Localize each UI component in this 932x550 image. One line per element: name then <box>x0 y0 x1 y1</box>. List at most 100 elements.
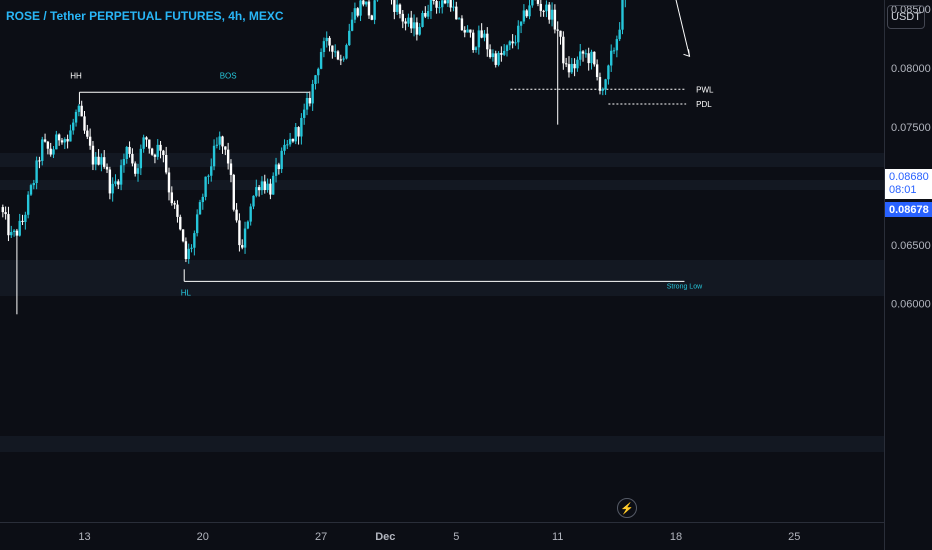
candle-body <box>170 192 174 204</box>
candle-body <box>303 109 306 118</box>
price-tick-label: 0.06500 <box>891 240 931 252</box>
candle-body <box>494 53 497 65</box>
candle-body <box>103 157 106 167</box>
candle-body <box>500 52 503 55</box>
candle-body <box>148 139 151 149</box>
level-band <box>0 153 884 167</box>
candle-body <box>373 0 376 20</box>
candle-body <box>179 216 182 230</box>
candle-body <box>226 149 230 164</box>
candle-body <box>184 241 188 260</box>
candle-body <box>595 64 599 77</box>
candle-body <box>77 105 81 112</box>
candle-body <box>100 157 103 165</box>
candle-body <box>333 51 337 53</box>
candle-body <box>398 4 402 14</box>
candle-body <box>483 33 486 38</box>
candle-body <box>415 22 419 35</box>
annotation-strong-low: Strong Low <box>667 283 703 290</box>
candle-body <box>229 163 233 175</box>
candle-body <box>612 50 616 52</box>
candle-body <box>280 150 283 170</box>
candle-body <box>536 0 540 4</box>
candle-body <box>474 47 478 51</box>
candle-body <box>252 195 255 207</box>
candle-body <box>193 233 196 248</box>
candle-body <box>32 183 35 186</box>
time-tick-label: 18 <box>670 531 682 543</box>
candle-body <box>497 52 500 65</box>
candle-body <box>286 144 289 146</box>
price-tick-label: 0.08500 <box>891 4 931 16</box>
candle-body <box>125 146 128 160</box>
candle-body <box>21 220 24 223</box>
candle-body <box>204 176 207 197</box>
candle-body <box>94 156 97 165</box>
candle-body <box>618 29 621 40</box>
candle-body <box>412 22 416 29</box>
last-price-value: 0.08680 <box>889 171 929 183</box>
projection-path <box>675 0 691 57</box>
candle-body <box>429 0 433 12</box>
candle-body <box>362 0 365 5</box>
time-tick-label: 20 <box>197 531 209 543</box>
candle-body <box>601 89 604 91</box>
candle-body <box>311 83 314 104</box>
candle-body <box>122 159 126 166</box>
candle-body <box>364 1 368 5</box>
candle-body <box>119 165 123 185</box>
candle-body <box>486 33 489 50</box>
candle-body <box>567 64 571 73</box>
currency-button[interactable]: USDT <box>887 5 925 29</box>
time-tick-label: 25 <box>788 531 800 543</box>
candle-body <box>336 51 340 60</box>
candle-body <box>263 181 266 191</box>
time-tick-label: 27 <box>315 531 327 543</box>
candle-body <box>108 169 112 194</box>
candle-body <box>60 140 64 143</box>
level-label-pwl: PWL <box>696 85 714 94</box>
candle-body <box>97 156 100 165</box>
candle-body <box>18 220 21 236</box>
candle-body <box>502 50 506 55</box>
candle-body <box>260 181 264 191</box>
candle-body <box>610 50 613 66</box>
candle-body <box>249 206 252 222</box>
candle-body <box>288 138 292 145</box>
candle-body <box>424 12 427 17</box>
candle-body <box>117 181 120 185</box>
candle-body <box>83 116 86 131</box>
candle-body <box>562 36 565 64</box>
candle-body <box>573 63 576 69</box>
candle-body <box>274 164 278 176</box>
candle-body <box>159 144 162 151</box>
candle-body <box>342 58 345 60</box>
candle-body <box>266 183 269 191</box>
candle-body <box>477 30 481 48</box>
candle-body <box>35 160 38 184</box>
candle-body <box>105 166 109 170</box>
candle-body <box>528 5 531 17</box>
candle-body <box>559 30 562 37</box>
candle-body <box>7 214 10 236</box>
candle-body <box>235 209 238 221</box>
candle-body <box>187 248 190 260</box>
candle-body <box>215 144 219 146</box>
candle-body <box>531 0 534 6</box>
time-tick-label: 13 <box>78 531 90 543</box>
candle-body <box>88 136 92 146</box>
candle-body <box>488 49 492 58</box>
lightning-icon[interactable]: ⚡ <box>617 498 637 518</box>
candle-body <box>319 52 323 69</box>
candle-body <box>550 9 554 20</box>
candle-body <box>198 202 202 215</box>
candle-body <box>41 139 44 161</box>
candle-body <box>443 0 447 4</box>
candle-body <box>331 45 334 52</box>
candle-body <box>24 214 27 223</box>
candle-body <box>153 154 157 157</box>
candle-body <box>49 148 52 155</box>
candle-body <box>91 145 95 165</box>
candle-body <box>356 8 359 16</box>
